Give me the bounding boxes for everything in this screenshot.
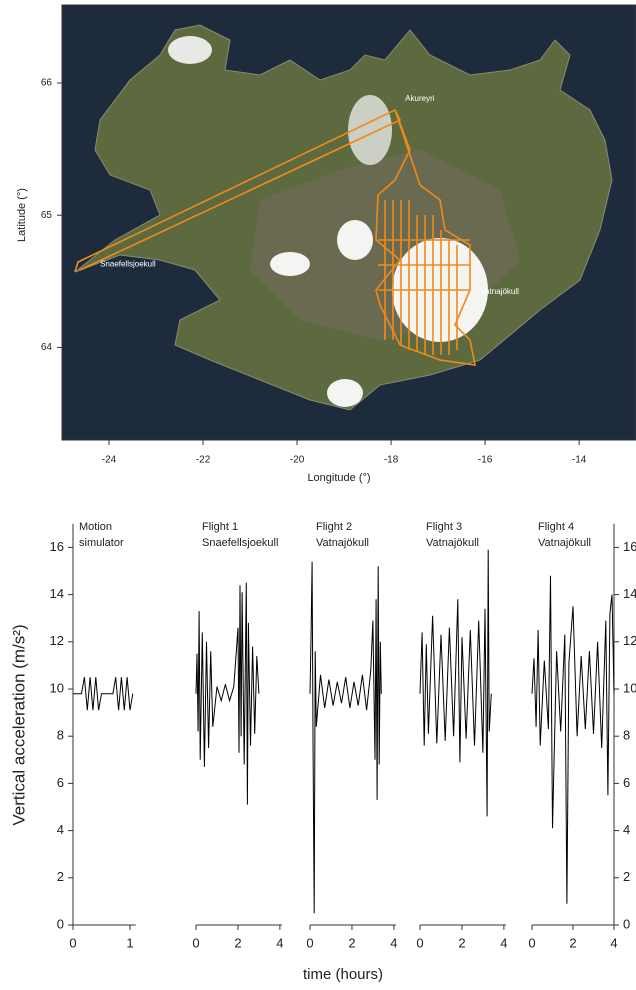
flight-tracks: [74, 108, 477, 366]
panel-sublabel: Vatnajökull: [316, 537, 369, 549]
panel-label: Flight 3: [426, 521, 462, 533]
y2-tick-label: 4: [623, 822, 630, 837]
y-tick-label: 10: [50, 680, 64, 695]
panel-sublabel: Vatnajökull: [538, 537, 591, 549]
y2-tick-label: 8: [623, 728, 630, 743]
y2-tick-label: 12: [623, 633, 636, 648]
panel-label: Flight 4: [538, 521, 574, 533]
x-tick-label: 0: [416, 935, 423, 950]
y-tick-label: 6: [57, 775, 64, 790]
glacier: [327, 379, 363, 407]
y-tick-label: 8: [57, 728, 64, 743]
y2-tick-label: 0: [623, 916, 630, 931]
y-tick-label: 2: [57, 869, 64, 884]
y-tick-label: 65: [41, 210, 53, 221]
acceleration-trace: [195, 582, 260, 805]
y-axis-label: Latitude (°): [16, 188, 28, 242]
x-tick-label: 0: [306, 935, 313, 950]
y2-tick-label: 10: [623, 680, 636, 695]
panel-label: Motion: [79, 521, 112, 533]
place-label: Akureyri: [405, 94, 435, 103]
panel-sublabel: simulator: [79, 537, 124, 549]
y-tick-label: 4: [57, 822, 64, 837]
y-tick-label: 14: [50, 586, 64, 601]
x-tick-label: -20: [290, 455, 305, 466]
acceleration-trace: [419, 549, 492, 817]
x-tick-label: 0: [528, 935, 535, 950]
x-axis-label: Longitude (°): [307, 472, 370, 484]
y-tick-label: 64: [41, 342, 53, 353]
y2-tick-label: 2: [623, 869, 630, 884]
x-tick-label: 2: [234, 935, 241, 950]
place-label: Snaefellsjoekull: [100, 259, 156, 268]
x-tick-label: 2: [348, 935, 355, 950]
x-tick-label: 0: [69, 935, 76, 950]
x-tick-label: 1: [126, 935, 133, 950]
panel-sublabel: Vatnajökull: [426, 537, 479, 549]
x-tick-label: 2: [458, 935, 465, 950]
y2-tick-label: 6: [623, 775, 630, 790]
panel-sublabel: Snaefellsjoekull: [202, 537, 278, 549]
y2-tick-label: 14: [623, 586, 636, 601]
glacier: [168, 36, 212, 64]
x-tick-label: -16: [478, 455, 493, 466]
snow: [348, 95, 392, 165]
place-label: Vatnajökull: [480, 287, 519, 296]
y2-tick-label: 16: [623, 539, 636, 554]
glacier: [270, 252, 310, 276]
x-tick-label: -18: [384, 455, 399, 466]
x-tick-label: 4: [390, 935, 397, 950]
satellite-map: [61, 4, 636, 441]
y-tick-label: 16: [50, 539, 64, 554]
x-tick-label: -24: [102, 455, 117, 466]
y-axis-label: Vertical acceleration (m/s²): [9, 624, 28, 825]
x-tick-label: 0: [192, 935, 199, 950]
panel-label: Flight 1: [202, 521, 238, 533]
x-tick-label: 4: [610, 935, 617, 950]
acceleration-trace: [531, 575, 615, 904]
x-axis-label: time (hours): [303, 966, 383, 983]
acceleration-trace: [73, 677, 134, 711]
x-tick-label: -22: [196, 455, 211, 466]
y-tick-label: 12: [50, 633, 64, 648]
panel-label: Flight 2: [316, 521, 352, 533]
x-tick-label: 2: [569, 935, 576, 950]
y-tick-label: 66: [41, 78, 53, 89]
x-tick-label: -14: [572, 455, 587, 466]
glacier: [337, 220, 373, 260]
y-tick-label: 0: [57, 916, 64, 931]
acceleration-trace: [309, 561, 382, 914]
x-tick-label: 4: [276, 935, 283, 950]
map-frame: [61, 4, 636, 441]
x-tick-label: 4: [500, 935, 507, 950]
